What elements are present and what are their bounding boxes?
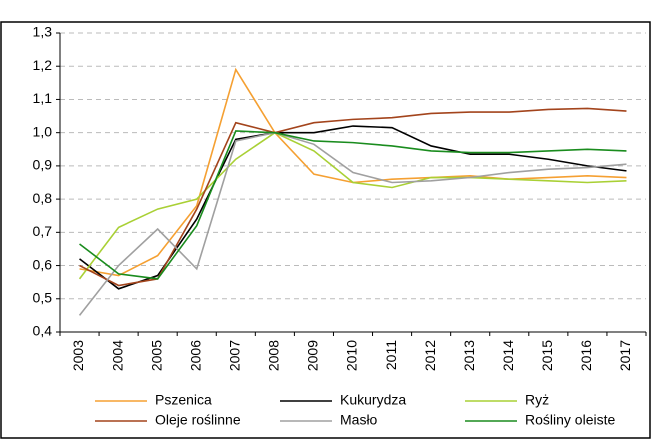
legend-label: Rośliny oleiste <box>525 412 615 428</box>
x-tick-label: 2004 <box>109 340 125 371</box>
y-tick-label: 0,4 <box>33 323 53 339</box>
x-tick-label: 2010 <box>344 340 360 371</box>
series-line <box>79 107 627 287</box>
y-tick-label: 0,9 <box>33 157 53 173</box>
y-tick-label: 0,8 <box>33 190 53 206</box>
x-tick-label: 2007 <box>227 340 243 371</box>
y-tick-label: 0,7 <box>33 223 53 239</box>
legend-label: Oleje roślinne <box>155 412 241 428</box>
series-line <box>79 130 627 280</box>
x-tick-label: 2017 <box>617 340 633 371</box>
frame <box>0 21 651 439</box>
y-tick-label: 1,0 <box>33 123 53 139</box>
y-tick-label: 0,6 <box>33 256 53 272</box>
x-tick-label: 2011 <box>383 340 399 370</box>
y-tick-label: 1,2 <box>33 57 53 73</box>
series-line <box>78 131 627 280</box>
x-tick-label: 2006 <box>187 340 203 371</box>
series-line <box>78 131 627 316</box>
x-tick-label: 2015 <box>539 340 555 371</box>
x-tick-label: 2012 <box>422 340 438 371</box>
legend-label: Pszenica <box>155 392 212 408</box>
y-tick-label: 0,5 <box>33 289 53 305</box>
legend-label: Kukurydza <box>340 392 406 408</box>
x-tick-label: 2005 <box>148 340 164 371</box>
x-tick-label: 2003 <box>70 340 86 371</box>
y-tick-label: 1,3 <box>33 24 53 40</box>
x-tick-label: 2013 <box>461 340 477 371</box>
x-tick-label: 2009 <box>305 340 321 371</box>
x-tick-label: 2016 <box>578 340 594 371</box>
x-tick-label: 2014 <box>500 340 516 371</box>
legend-label: Ryż <box>525 392 549 408</box>
legend-label: Masło <box>340 412 378 428</box>
x-tick-label: 2008 <box>266 340 282 371</box>
y-tick-label: 1,1 <box>33 90 53 106</box>
